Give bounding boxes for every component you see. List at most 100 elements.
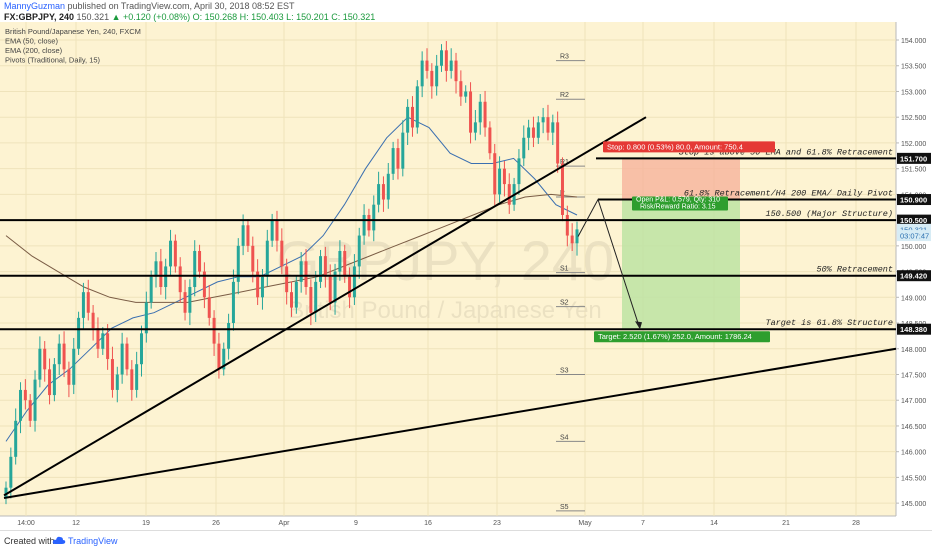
candle-body [198,250,202,272]
stop-label: Stop: 0.800 (0.53%) 80.0, Amount: 750.4 [607,142,743,151]
x-tick-label: 21 [782,520,790,527]
candle-body [410,106,414,128]
pivot-label: S4 [560,434,569,441]
y-tick-label: 151.500 [901,167,926,174]
x-tick-label: Apr [279,520,291,527]
target-zone [622,199,740,330]
candle-body [23,389,27,401]
projection-arrow [577,198,641,330]
candle-body [367,214,371,231]
chart-area[interactable]: 154.000 153.500 153.000 152.500 152.000 151.5… [0,22,932,530]
symbol-label[interactable]: FX:GBPJPY, 240 [4,12,75,22]
candle-body [352,266,356,298]
price-badge: 03:07:47 [900,232,929,241]
y-tick-label: 152.000 [901,141,926,148]
candle-body [256,271,260,298]
candle-body [314,281,318,313]
candle-body [372,204,376,231]
candle-body [110,359,114,390]
target-label: Target: 2.520 (1.67%) 252.0, Amount: 178… [598,332,752,341]
tradingview-brand[interactable]: TradingView [68,536,118,546]
price-badge-bg [897,323,931,335]
candle-body [319,256,323,282]
candle-body [565,214,569,236]
candle-body [173,240,177,267]
candle-body [483,101,487,128]
author-name[interactable]: MannyGuzman [4,1,66,11]
trendline-rising [3,116,647,497]
candle-body [67,369,71,385]
y-tick-label: 152.500 [901,115,926,122]
candle-body [222,348,226,370]
y-tick-label: 153.000 [901,89,926,96]
candle-body [38,348,42,380]
candle-body [517,158,521,185]
y-tick-label: 147.000 [901,398,926,405]
stop-label-bg [603,141,775,153]
candle-body [575,229,579,244]
candle-body [304,261,308,288]
candle-body [299,261,303,282]
x-tick-label: 28 [852,520,860,527]
y-tick-label: 153.500 [901,64,926,71]
candle-body [231,281,235,324]
price-badge: 148.380 [900,325,927,334]
candle-body [43,348,47,370]
candle-body [280,240,284,267]
candle-body [473,122,477,133]
candle-body [81,292,85,318]
candle-body [28,400,32,421]
candle-body [560,163,564,215]
x-tick-label: 14 [710,520,718,527]
candle-body [386,173,390,200]
candle-body [290,292,293,308]
candle-body [469,91,473,133]
level-label: 150.500 (Major Structure) [765,209,893,219]
candle-body [551,122,555,133]
open-label-box-bg [632,196,728,211]
candle-body [531,127,535,138]
candle-body [498,168,502,195]
arrow-head [635,321,642,330]
candle-body [440,50,444,66]
candle-body [139,333,143,365]
candle-body [527,127,531,138]
candle-body [396,148,400,169]
y-tick-label: 149.000 [901,295,926,302]
candle-body [72,348,76,385]
candle-body [169,240,173,267]
candle-body [478,101,482,123]
candle-body [96,328,100,349]
level-label: 61.8% Retracement/H4 200 EMA/ Daily Pivo… [684,189,893,199]
candle-body [159,261,163,288]
candle-body [125,343,129,370]
candle-body [294,281,298,308]
candle-body [556,122,560,164]
candle-body [86,292,90,313]
candle-body [57,343,61,365]
x-tick-label: 23 [493,520,501,527]
candle-body [227,323,231,349]
x-tick-label: 14:00 [17,520,35,527]
candle-body [202,271,206,298]
candle-body [435,65,439,87]
x-tick-label: May [578,520,592,527]
candle-body [401,132,405,169]
candle-body [275,220,279,241]
candle-body [343,250,347,277]
candle-body [507,184,511,205]
candle-body [48,369,52,396]
candle-body [454,60,458,82]
candle-body [149,276,153,303]
price-change: ▲ +0.120 (+0.08%) [111,12,191,22]
candle-body [464,91,468,97]
candle-body [348,276,352,298]
candle-body [101,333,105,349]
candle-body [570,235,574,244]
price-badge-bg [897,223,931,235]
legend-item: Pivots (Traditional, Daily, 15) [5,56,101,65]
price-badge-bg [897,214,931,226]
candle-body [91,312,95,329]
x-tick-label: 7 [641,520,645,527]
candle-body [251,245,255,272]
